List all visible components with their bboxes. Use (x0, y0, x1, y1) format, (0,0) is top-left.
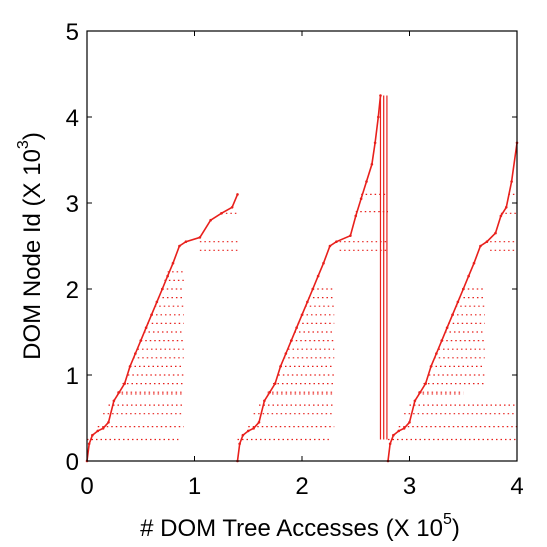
access-point (263, 399, 266, 403)
access-point (445, 326, 449, 330)
access-point (289, 339, 293, 342)
access-point (479, 244, 482, 248)
access-point (144, 326, 148, 330)
access-point (155, 300, 159, 304)
access-point (461, 287, 465, 291)
access-staircase (86, 194, 239, 462)
access-point (408, 421, 411, 424)
x-tick-label: 0 (80, 473, 93, 500)
access-point (236, 193, 239, 196)
x-tick-label: 1 (188, 473, 201, 500)
access-point (96, 429, 100, 433)
access-point (268, 390, 272, 394)
access-point (440, 339, 444, 342)
access-point (257, 421, 261, 424)
x-tick-label: 2 (295, 473, 308, 500)
access-point (435, 352, 438, 355)
plot-marks (85, 94, 519, 463)
access-point (306, 300, 309, 304)
access-point (328, 244, 332, 248)
access-point (139, 339, 143, 342)
access-point (101, 427, 105, 430)
access-staircase (236, 95, 382, 462)
access-point (377, 115, 380, 119)
access-point (112, 399, 116, 403)
access-point (178, 244, 181, 248)
access-point (485, 240, 489, 243)
access-point (392, 433, 395, 437)
x-tick-label: 3 (403, 473, 416, 500)
access-point (160, 287, 164, 291)
access-point (295, 326, 298, 330)
access-point (424, 382, 427, 385)
access-point (354, 214, 358, 218)
access-point (472, 261, 476, 265)
access-point (316, 274, 320, 278)
access-point (209, 218, 212, 222)
access-point (467, 274, 470, 278)
tick-labels: 0 1 2 3 4 0 1 2 3 4 5 (66, 19, 524, 500)
y-tick-label: 4 (66, 105, 79, 132)
access-point (134, 352, 137, 355)
access-point (397, 429, 401, 433)
access-point (150, 313, 153, 317)
access-point (220, 212, 223, 215)
access-point (171, 261, 175, 265)
access-point (456, 300, 460, 304)
access-point (246, 429, 250, 433)
access-point (107, 421, 110, 424)
access-point (238, 442, 241, 446)
access-point (279, 365, 282, 368)
access-point (241, 433, 245, 437)
cycle-3 (386, 141, 519, 463)
y-tick-label: 2 (66, 277, 79, 304)
y-tick-label: 0 (66, 449, 79, 476)
x-axis-label: # DOM Tree Accesses (X 105) (140, 511, 460, 542)
access-point (373, 141, 377, 145)
access-point (128, 365, 132, 368)
access-point (322, 261, 325, 265)
axis-ticks (86, 30, 518, 462)
access-point (418, 390, 422, 394)
access-point (349, 234, 352, 237)
access-point (300, 313, 304, 317)
access-point (370, 163, 374, 166)
x-tick-label: 4 (510, 473, 523, 500)
access-point (230, 206, 234, 209)
cycle-2 (236, 94, 388, 463)
access-point (504, 206, 508, 209)
access-point (123, 382, 126, 385)
access-point (413, 399, 417, 403)
access-point (388, 442, 392, 446)
access-point (117, 390, 121, 394)
access-point (510, 180, 513, 183)
y-axis-label: DOM Node Id (X 103) (15, 132, 46, 360)
access-point (252, 427, 255, 430)
access-point (365, 180, 368, 183)
access-point (184, 240, 188, 243)
access-point (198, 236, 202, 239)
access-point (451, 313, 454, 317)
plot-frame (86, 30, 518, 462)
access-point (311, 287, 315, 291)
access-point (335, 240, 338, 243)
access-staircase (387, 142, 518, 462)
access-point (166, 274, 169, 278)
access-point (499, 214, 503, 218)
y-tick-label: 1 (66, 363, 79, 390)
y-tick-label: 3 (66, 191, 79, 218)
access-point (494, 231, 497, 235)
access-point (91, 433, 94, 437)
access-point (359, 197, 363, 200)
cycle-1 (85, 193, 239, 463)
access-point (87, 442, 91, 446)
access-point (402, 427, 406, 430)
access-point (284, 352, 288, 355)
access-point (429, 365, 433, 368)
access-point (273, 382, 277, 385)
y-tick-label: 5 (66, 19, 79, 46)
